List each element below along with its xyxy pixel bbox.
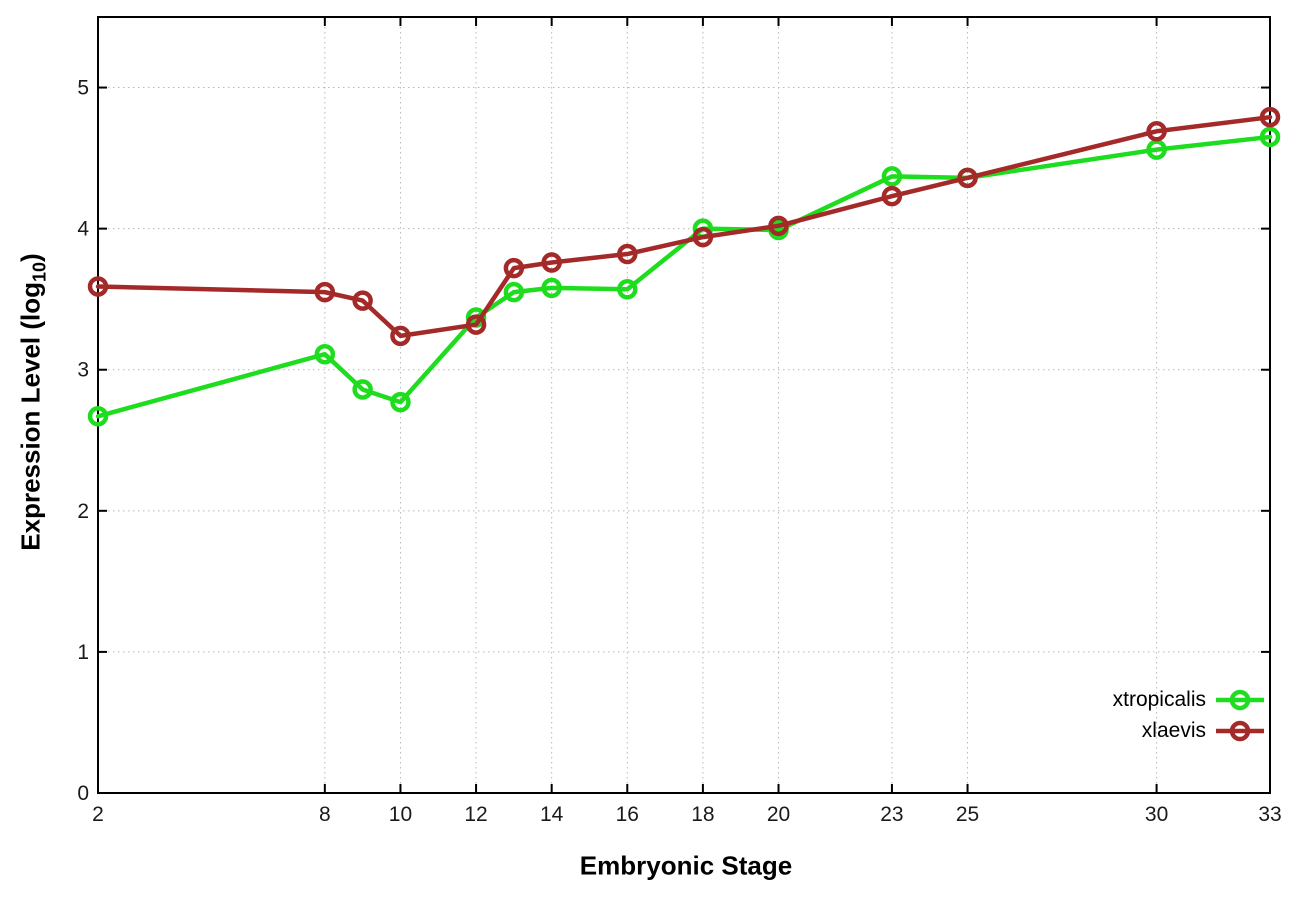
legend: xtropicalis xlaevis xyxy=(1113,684,1264,746)
x-tick-label: 30 xyxy=(1145,803,1168,826)
x-tick-label: 8 xyxy=(319,803,331,826)
data-point-xlaevis xyxy=(957,167,978,189)
data-point-xlaevis xyxy=(352,290,373,311)
y-axis-title-text: Expression Level (log xyxy=(15,281,46,551)
data-point-xlaevis xyxy=(314,281,336,303)
data-point-xlaevis xyxy=(390,325,411,347)
data-point-xtropicalis xyxy=(541,277,562,299)
x-tick-label: 25 xyxy=(956,803,979,826)
open-circle-icon xyxy=(1216,720,1264,741)
x-tick-label: 16 xyxy=(616,803,639,826)
data-point-xlaevis xyxy=(465,314,487,335)
legend-label: xtropicalis xyxy=(1112,687,1206,711)
y-axis-title-subscript: 10 xyxy=(29,261,50,282)
data-point-xtropicalis xyxy=(352,379,373,400)
y-axis-title: Expression Level (log10) xyxy=(15,253,50,550)
data-point-xlaevis xyxy=(881,185,903,207)
y-tick-label: 1 xyxy=(77,641,89,664)
y-tick-label: 3 xyxy=(77,359,89,382)
legend-item-xtropicalis: xtropicalis xyxy=(1113,684,1264,715)
y-tick-label: 5 xyxy=(77,77,89,100)
y-axis-title-close: ) xyxy=(15,253,46,262)
data-point-xlaevis xyxy=(692,226,714,248)
data-point-xlaevis xyxy=(541,252,562,273)
data-point-xtropicalis xyxy=(1146,139,1167,160)
y-tick-label: 0 xyxy=(77,782,89,805)
x-tick-label: 23 xyxy=(880,803,903,826)
data-point-xtropicalis xyxy=(617,279,638,300)
data-point-xlaevis xyxy=(1146,121,1167,142)
x-tick-label: 12 xyxy=(464,803,487,826)
legend-label: xlaevis xyxy=(1141,718,1206,742)
data-point-xtropicalis xyxy=(503,281,525,303)
plot-border xyxy=(97,16,1271,794)
data-point-xlaevis xyxy=(617,243,638,265)
y-tick-label: 2 xyxy=(77,500,89,523)
series-line-xtropicalis xyxy=(95,134,1273,419)
x-tick-label: 2 xyxy=(92,803,104,826)
legend-item-xlaevis: xlaevis xyxy=(1142,715,1264,746)
data-point-xtropicalis xyxy=(390,391,411,413)
data-point-xtropicalis xyxy=(881,166,903,187)
x-tick-label: 14 xyxy=(540,803,564,826)
x-tick-label: 18 xyxy=(691,803,714,826)
data-point-xtropicalis xyxy=(314,343,336,365)
data-point-xtropicalis xyxy=(87,406,109,427)
x-tick-label: 10 xyxy=(389,803,412,826)
x-tick-label: 20 xyxy=(767,803,790,826)
open-circle-icon xyxy=(1216,689,1264,710)
y-tick-label: 4 xyxy=(77,218,89,241)
series-line-xlaevis xyxy=(95,114,1273,339)
data-point-xlaevis xyxy=(87,276,109,297)
data-point-xtropicalis xyxy=(1259,126,1281,148)
x-axis-title: Embryonic Stage xyxy=(579,850,793,881)
data-point-xlaevis xyxy=(503,257,525,279)
data-point-xlaevis xyxy=(1259,106,1281,128)
data-point-xlaevis xyxy=(768,215,789,237)
x-tick-label: 33 xyxy=(1258,803,1281,826)
